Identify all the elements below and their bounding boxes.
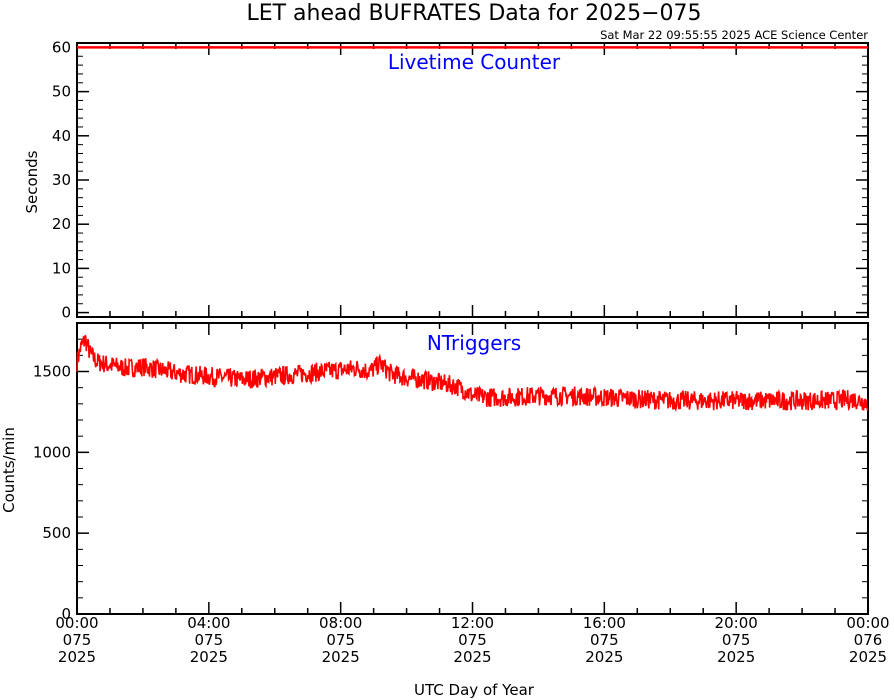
panel-livetime-title: Livetime Counter bbox=[388, 50, 561, 74]
x-tick-label-6-1: 076 bbox=[854, 631, 883, 649]
y-tick-label-livetime-5: 50 bbox=[52, 83, 71, 101]
x-tick-label-1-0: 04:00 bbox=[187, 614, 230, 632]
x-tick-label-1-2: 2025 bbox=[190, 648, 228, 666]
x-tick-label-5-1: 075 bbox=[722, 631, 751, 649]
y-tick-label-livetime-6: 60 bbox=[52, 38, 71, 56]
x-tick-label-2-1: 075 bbox=[326, 631, 355, 649]
panel-livetime-ticks: 0 10 20 30 40 50 60 bbox=[52, 38, 869, 322]
x-tick-label-0-1: 075 bbox=[63, 631, 92, 649]
x-tick-labels: 00:00075202504:00075202508:00075202512:0… bbox=[55, 614, 889, 666]
x-tick-label-0-0: 00:00 bbox=[55, 614, 98, 632]
y-tick-label-ntriggers-0: 0 bbox=[61, 605, 71, 623]
x-tick-label-3-1: 075 bbox=[458, 631, 487, 649]
y-tick-label-ntriggers-1: 500 bbox=[42, 524, 71, 542]
panel-ntriggers-title: NTriggers bbox=[427, 331, 521, 355]
y-axis-label-counts: Counts/min bbox=[0, 427, 18, 513]
panel-livetime-frame bbox=[76, 42, 869, 318]
x-tick-label-2-0: 08:00 bbox=[319, 614, 362, 632]
y-axis-label-seconds: Seconds bbox=[23, 150, 41, 213]
y-tick-label-livetime-3: 30 bbox=[52, 171, 71, 189]
x-tick-label-5-0: 20:00 bbox=[715, 614, 758, 632]
x-tick-label-4-0: 16:00 bbox=[583, 614, 626, 632]
x-tick-label-3-0: 12:00 bbox=[451, 614, 494, 632]
panel-livetime: Livetime Counter Seconds 0 10 20 30 40 50 60 bbox=[23, 38, 869, 322]
x-tick-label-0-2: 2025 bbox=[58, 648, 96, 666]
series-line-ntriggers-0 bbox=[76, 334, 869, 412]
y-tick-label-ntriggers-3: 1500 bbox=[33, 363, 71, 381]
panel-ntriggers: NTriggers Counts/min UTC Day of Year 0 50… bbox=[0, 322, 890, 699]
x-tick-label-4-2: 2025 bbox=[585, 648, 623, 666]
y-tick-label-livetime-0: 0 bbox=[61, 304, 71, 322]
panel-ntriggers-series bbox=[76, 334, 869, 412]
x-tick-label-3-2: 2025 bbox=[453, 648, 491, 666]
y-tick-label-livetime-2: 20 bbox=[52, 215, 71, 233]
y-tick-label-livetime-4: 40 bbox=[52, 127, 71, 145]
x-tick-label-5-2: 2025 bbox=[717, 648, 755, 666]
chart-title: LET ahead BUFRATES Data for 2025−075 bbox=[246, 1, 701, 26]
x-tick-label-6-0: 00:00 bbox=[846, 614, 889, 632]
x-tick-label-1-1: 075 bbox=[195, 631, 224, 649]
y-tick-label-ntriggers-2: 1000 bbox=[33, 443, 71, 461]
x-tick-label-4-1: 075 bbox=[590, 631, 619, 649]
x-tick-label-6-2: 2025 bbox=[849, 648, 887, 666]
x-axis-label: UTC Day of Year bbox=[414, 681, 535, 699]
panel-ntriggers-ticks: 0 500 1000 1500 bbox=[33, 322, 869, 623]
timestamp-label: Sat Mar 22 09:55:55 2025 ACE Science Cen… bbox=[600, 28, 868, 42]
x-tick-label-2-2: 2025 bbox=[322, 648, 360, 666]
y-tick-label-livetime-1: 10 bbox=[52, 259, 71, 277]
